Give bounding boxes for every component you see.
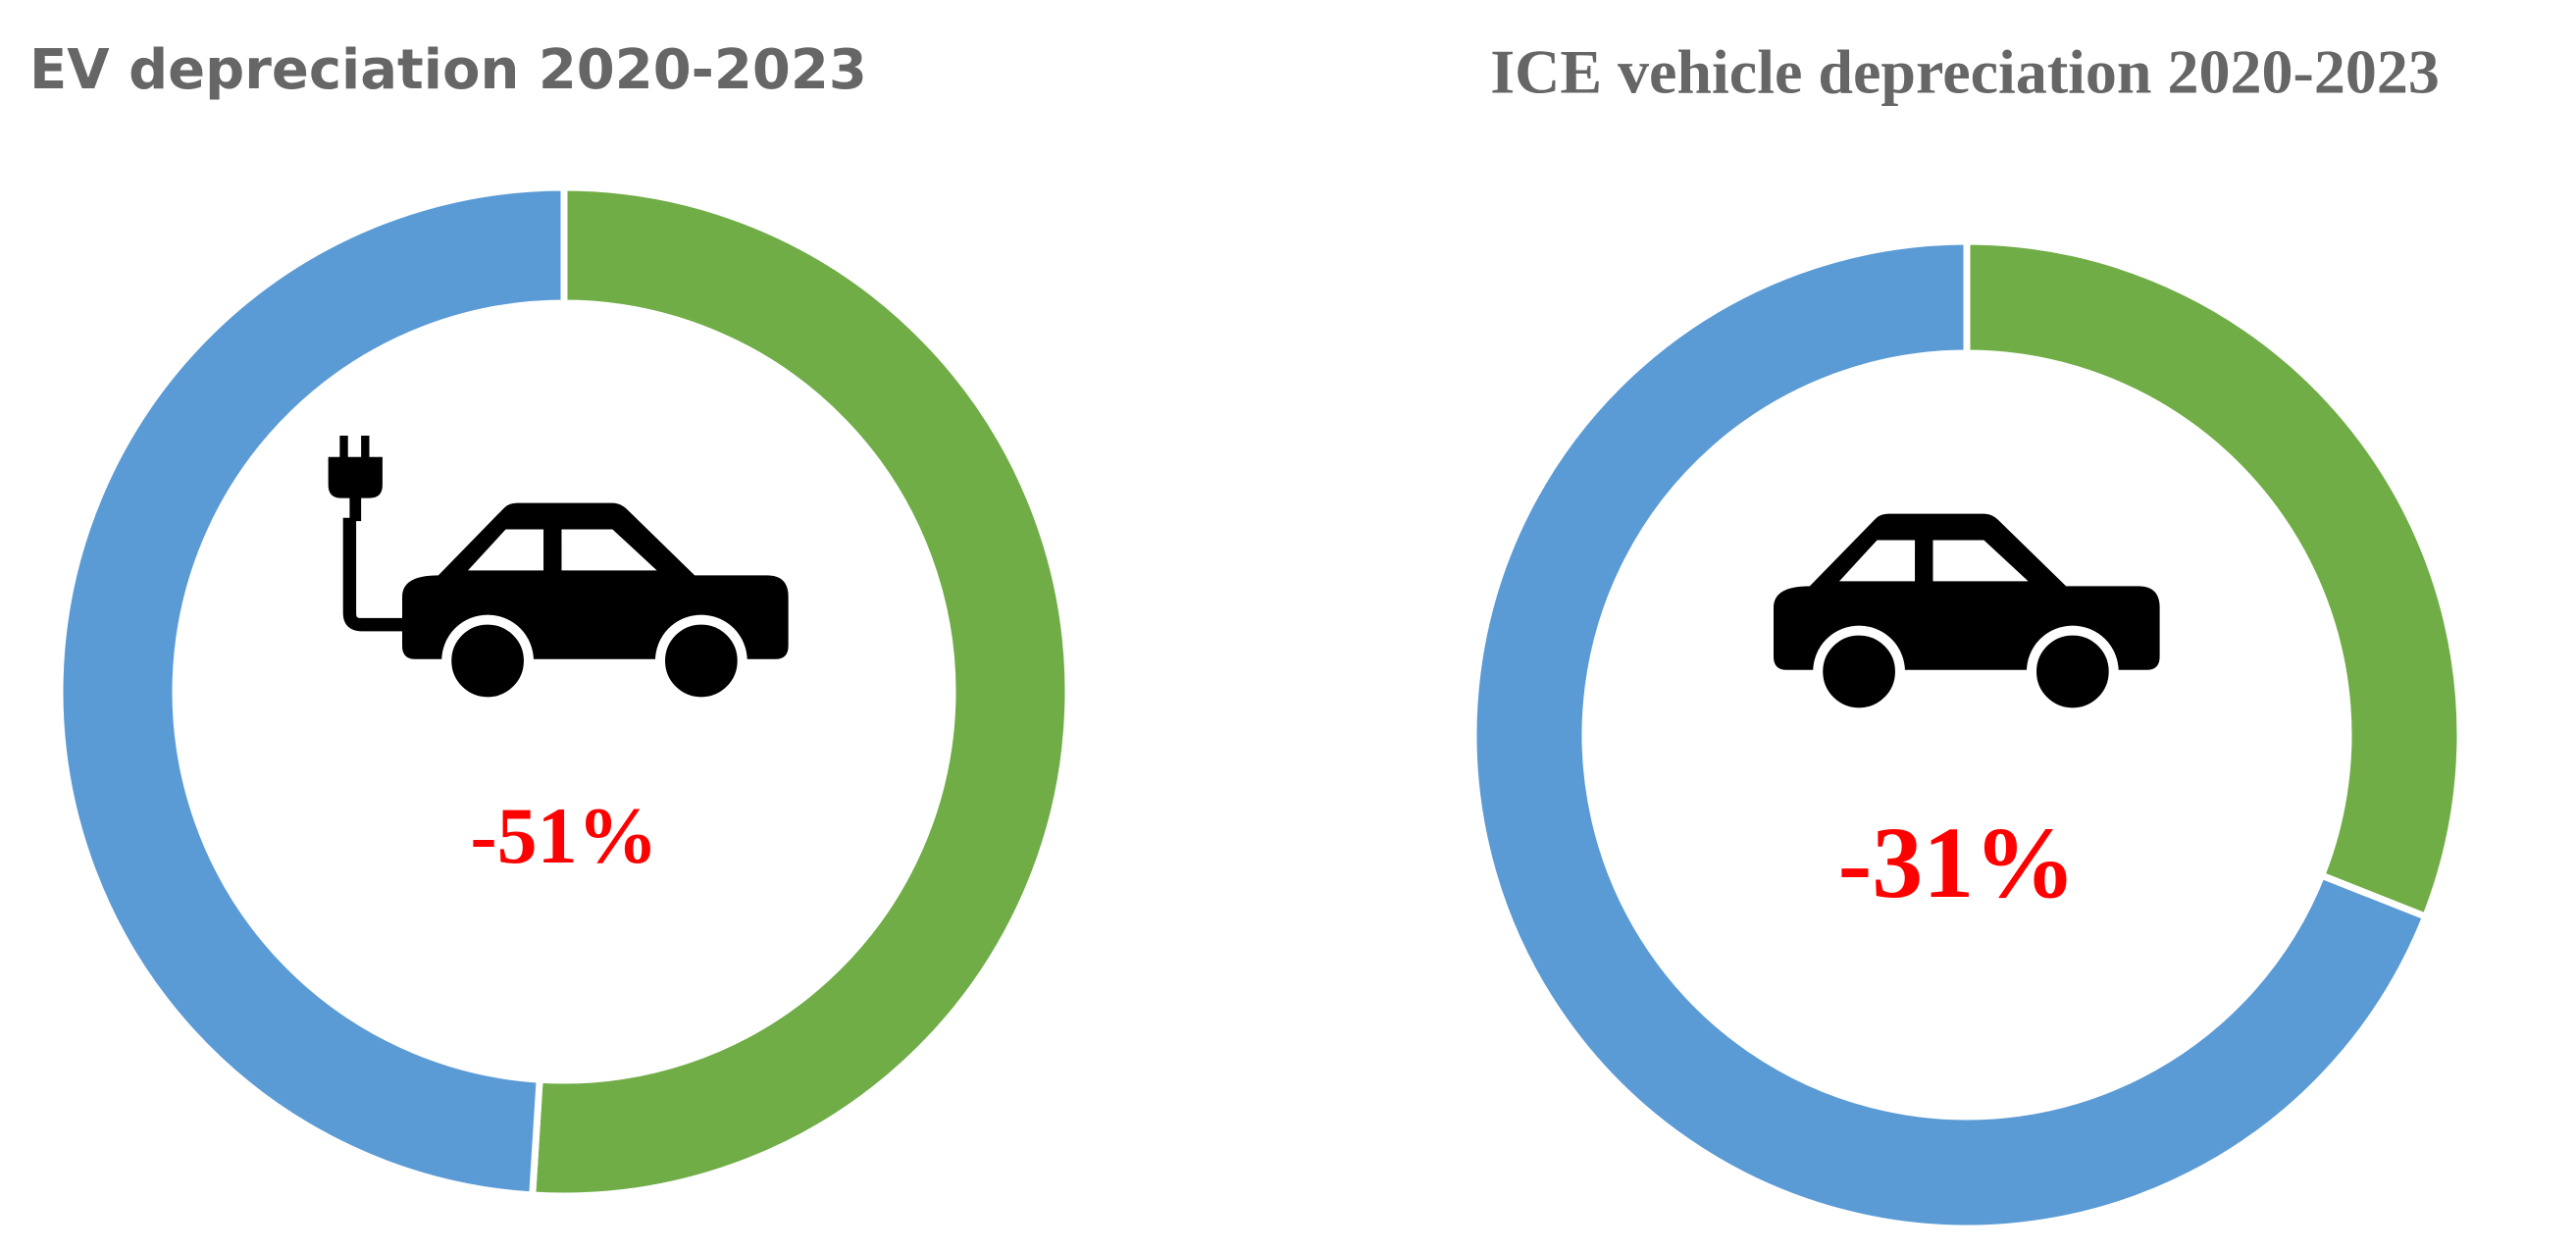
chart-title: EV depreciation 2020-2023: [29, 38, 867, 102]
ev-car-icon: [328, 436, 789, 707]
chart-title: ICE vehicle depreciation 2020-2023: [1490, 37, 2440, 107]
center-label: -51%: [470, 791, 657, 880]
donut-segment: [1963, 237, 2464, 921]
donut-segment: [56, 183, 568, 1199]
donut-segment: [1469, 237, 2431, 1232]
ice-car-icon: [1774, 513, 2160, 718]
center-label: -31%: [1838, 807, 2077, 919]
donut-segment: [529, 183, 1072, 1200]
